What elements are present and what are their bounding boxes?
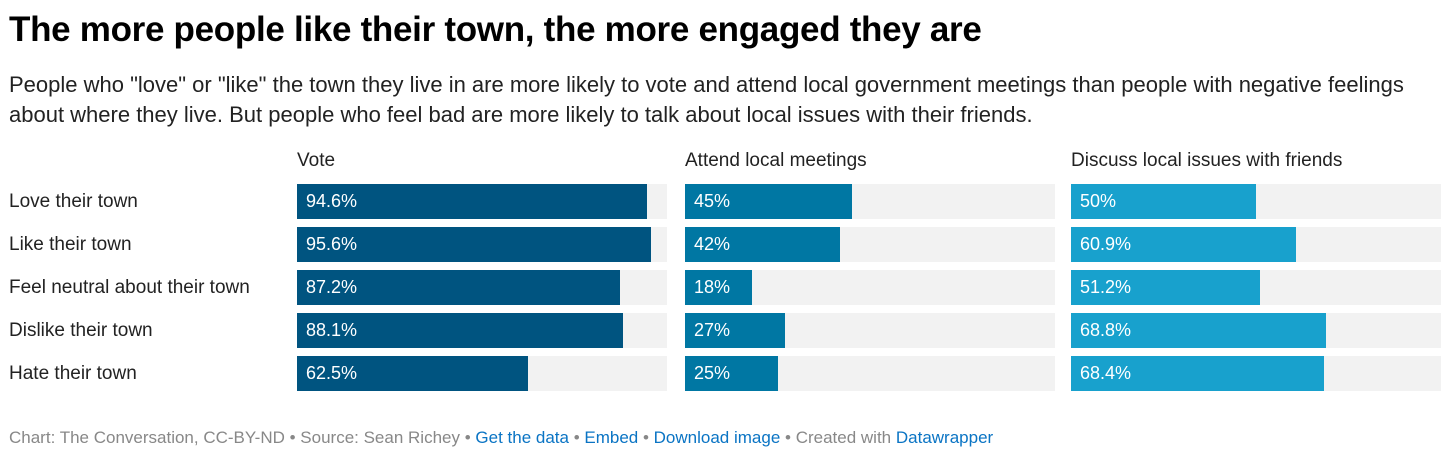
bar [1071,356,1325,391]
embed-link[interactable]: Embed [584,428,639,447]
separator: • [568,428,585,447]
bar-track: 51.2% [1071,270,1441,305]
column-header: Vote [297,150,336,171]
bar-track: 87.2% [297,270,667,305]
bar-track: 95.6% [297,227,667,262]
credit: Chart: The Conversation, CC-BY-ND • Sour… [9,428,476,447]
bar-track: 27% [685,313,1055,348]
bar [1071,184,1256,219]
bar-track: 68.8% [1071,313,1441,348]
datawrapper-link[interactable]: Datawrapper [895,428,994,447]
row-label: Like their town [9,234,132,255]
row-label: Dislike their town [9,320,153,341]
chart-title: The more people like their town, the mor… [9,10,982,49]
footer: Chart: The Conversation, CC-BY-ND • Sour… [9,428,993,448]
column-header: Discuss local issues with friends [1071,150,1343,171]
bar-value-label: 50% [1080,191,1117,211]
download-image-link[interactable]: Download image [653,428,781,447]
bar-value-label: 62.5% [306,363,358,383]
bar-track: 42% [685,227,1055,262]
separator: • [638,428,654,447]
bar [685,313,785,348]
bar-value-label: 27% [694,320,731,340]
bar-track: 25% [685,356,1055,391]
bar-value-label: 87.2% [306,277,358,297]
bar-track: 62.5% [297,356,667,391]
bar [685,227,841,262]
bar [297,270,620,305]
bar-value-label: 60.9% [1080,234,1132,254]
bar-value-label: 45% [694,191,731,211]
bar-value-label: 68.4% [1080,363,1132,383]
row-label: Hate their town [9,363,137,384]
bar-track: 50% [1071,184,1441,219]
separator: • Created with [780,428,896,447]
bar-value-label: 25% [694,363,731,383]
bar [685,270,752,305]
bar [297,184,648,219]
bar [685,356,778,391]
bar [685,184,852,219]
row-label: Feel neutral about their town [9,277,250,298]
bar-track: 45% [685,184,1055,219]
bar [1071,313,1326,348]
bar-value-label: 94.6% [306,191,358,211]
bar-value-label: 18% [694,277,731,297]
bar-value-label: 88.1% [306,320,358,340]
bar [297,356,529,391]
bar [297,227,651,262]
bar-track: 60.9% [1071,227,1441,262]
bar-track: 18% [685,270,1055,305]
bar-value-label: 95.6% [306,234,358,254]
column-header: Attend local meetings [685,150,867,171]
bar-track: 88.1% [297,313,667,348]
get-data-link[interactable]: Get the data [475,428,569,447]
row-label: Love their town [9,191,138,212]
chart-subtitle: People who "love" or "like" the town the… [9,72,1404,127]
bar-track: 94.6% [297,184,667,219]
bar [1071,227,1297,262]
bar [1071,270,1261,305]
bar-value-label: 68.8% [1080,320,1132,340]
bar-track: 68.4% [1071,356,1441,391]
bar-value-label: 51.2% [1080,277,1132,297]
bar-value-label: 42% [694,234,731,254]
bar [297,313,623,348]
